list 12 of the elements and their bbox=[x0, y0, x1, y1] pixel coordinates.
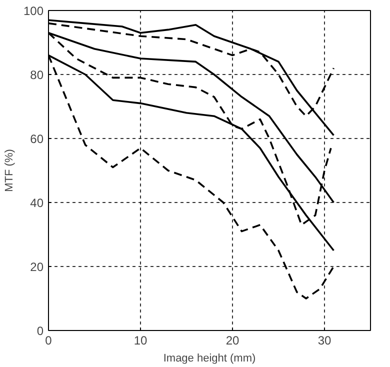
x-tick-label: 10 bbox=[134, 334, 148, 348]
x-tick-label: 20 bbox=[226, 334, 240, 348]
y-tick-label: 60 bbox=[30, 132, 44, 146]
y-axis-title: MTF (%) bbox=[3, 149, 16, 192]
x-tick-label: 0 bbox=[45, 334, 52, 348]
y-tick-label: 0 bbox=[36, 324, 44, 338]
y-tick-label: 40 bbox=[30, 196, 44, 210]
y-tick-label: 80 bbox=[30, 68, 44, 82]
y-tick-label: 100 bbox=[23, 4, 44, 18]
x-axis-title: Image height (mm) bbox=[163, 352, 256, 364]
x-tick-label: 30 bbox=[318, 334, 332, 348]
y-tick-label: 20 bbox=[30, 260, 44, 274]
